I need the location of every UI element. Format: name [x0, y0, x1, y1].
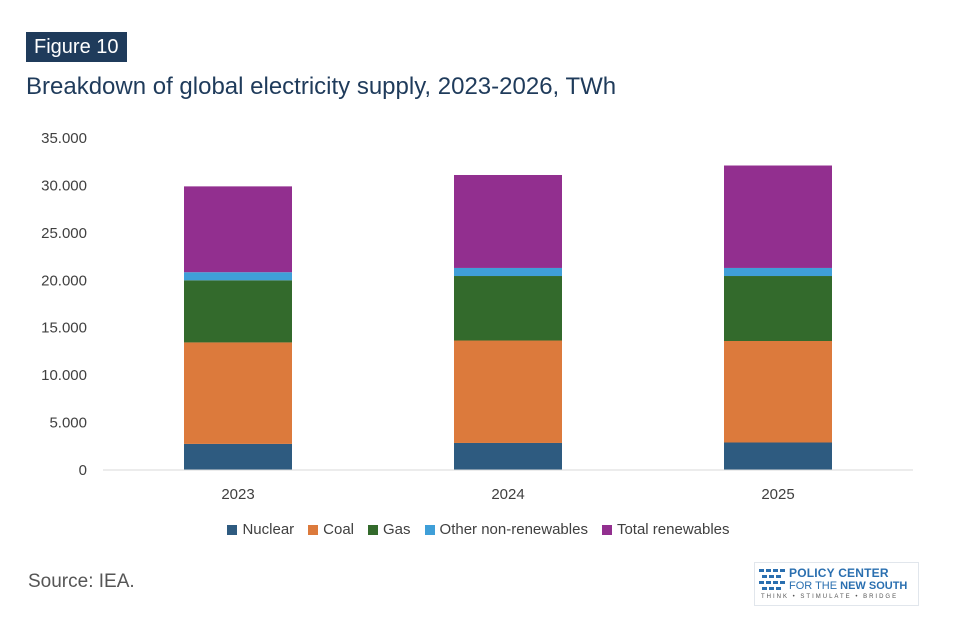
logo-text-prefix: FOR THE: [789, 580, 838, 592]
legend-swatch: [308, 524, 319, 535]
y-tick-label: 25.000: [41, 225, 87, 242]
legend-item: Coal: [308, 521, 354, 538]
policy-center-logo: POLICY CENTER FOR THE NEW SOUTH THINK • …: [754, 562, 919, 606]
bar-segment-coal-2025: [724, 340, 832, 443]
legend-label: Nuclear: [242, 521, 295, 538]
bar-segment-nuclear-2024: [454, 442, 562, 470]
legend-label: Other non-renewables: [439, 521, 588, 538]
bar-segment-other-non-renewables-2023: [184, 272, 292, 281]
bar-segment-other-non-renewables-2025: [724, 267, 832, 277]
x-tick-label: 2025: [761, 486, 794, 503]
figure-badge: Figure 10: [26, 32, 127, 62]
bar-segment-nuclear-2023: [184, 443, 292, 470]
chart-title: Breakdown of global electricity supply, …: [26, 73, 617, 100]
logo-text-primary: POLICY CENTER: [789, 566, 889, 580]
legend-swatch: [424, 524, 435, 535]
legend-item: Gas: [368, 521, 411, 538]
y-tick-label: 10.000: [41, 367, 87, 384]
x-tick-label: 2023: [221, 486, 254, 503]
logo-text-bold: NEW SOUTH: [840, 580, 908, 592]
y-tick-label: 0: [79, 462, 87, 479]
legend-item: Other non-renewables: [424, 521, 588, 538]
bar-segment-total-renewables-2023: [184, 186, 292, 273]
x-tick-label: 2024: [491, 486, 524, 503]
x-axis: 2023 2024 2025: [221, 486, 794, 503]
logo-text-secondary: FOR THE NEW SOUTH: [789, 580, 907, 592]
legend-swatch: [227, 524, 238, 535]
bar-segment-coal-2023: [184, 342, 292, 444]
bar-segment-gas-2024: [454, 276, 562, 341]
bar-segment-gas-2025: [724, 276, 832, 341]
stacked-bar-chart: 0 5.000 10.000 15.000 20.000 25.000 30.000 35.0…: [41, 130, 913, 503]
legend-label: Total renewables: [616, 521, 730, 538]
bars: [184, 165, 832, 470]
legend-item: Total renewables: [601, 521, 730, 538]
bar-segment-gas-2023: [184, 280, 292, 343]
legend-label: Gas: [383, 521, 411, 538]
y-tick-label: 35.000: [41, 130, 87, 147]
legend: Nuclear Coal Gas Other non-renewables Total …: [0, 521, 957, 539]
y-tick-label: 30.000: [41, 177, 87, 194]
y-tick-label: 5.000: [49, 415, 87, 432]
y-axis: 0 5.000 10.000 15.000 20.000 25.000 30.000 35.0…: [41, 130, 87, 479]
y-tick-label: 15.000: [41, 320, 87, 337]
bar-segment-total-renewables-2024: [454, 174, 562, 268]
bar-segment-total-renewables-2025: [724, 165, 832, 268]
source-note: Source: IEA.: [28, 571, 135, 592]
legend-swatch: [601, 524, 612, 535]
bar-segment-other-non-renewables-2024: [454, 267, 562, 277]
logo-tagline: THINK • STIMULATE • BRIDGE: [761, 594, 899, 600]
legend-swatch: [368, 524, 379, 535]
legend-item: Nuclear: [227, 521, 294, 538]
logo-mark-icon: [759, 569, 785, 590]
y-tick-label: 20.000: [41, 272, 87, 289]
legend-label: Coal: [323, 521, 355, 538]
bar-segment-nuclear-2025: [724, 442, 832, 470]
bar-segment-coal-2024: [454, 340, 562, 443]
